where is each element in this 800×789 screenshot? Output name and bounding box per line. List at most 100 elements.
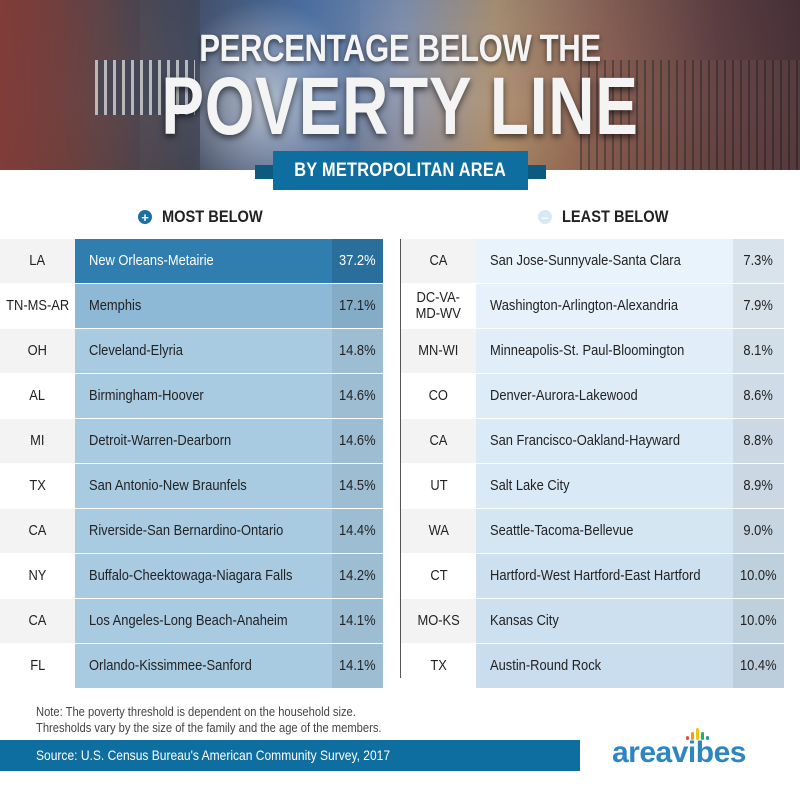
section-most-below-label: MOST BELOW <box>162 207 263 226</box>
minus-circle-icon: – <box>538 210 552 224</box>
state-cell: NY <box>0 554 75 598</box>
state-cell: CT <box>401 554 476 598</box>
percentage-value: 7.3% <box>743 252 774 270</box>
percentage-cell: 7.3% <box>733 239 784 283</box>
sky-decor <box>200 0 360 170</box>
state-cell: CA <box>0 509 75 553</box>
footnote-line-1: Note: The poverty threshold is dependent… <box>36 704 356 719</box>
area-cell: Riverside-San Bernardino-Ontario <box>75 509 332 553</box>
percentage-value: 17.1% <box>339 297 376 315</box>
section-most-below-heading: + MOST BELOW <box>138 206 279 228</box>
state-code: OH <box>27 342 48 360</box>
percentage-cell: 14.1% <box>332 644 383 688</box>
percentage-cell: 8.9% <box>733 464 784 508</box>
percentage-value: 8.9% <box>743 477 774 495</box>
column-divider <box>400 239 402 678</box>
percentage-value: 14.1% <box>339 612 376 630</box>
section-least-below-label: LEAST BELOW <box>562 207 669 226</box>
percentage-value: 10.4% <box>740 657 777 675</box>
area-cell: Memphis <box>75 284 332 328</box>
table-row: TX San Antonio-New Braunfels 14.5% <box>0 464 383 509</box>
table-row: CT Hartford-West Hartford-East Hartford 10… <box>401 554 784 599</box>
area-cell: Kansas City <box>476 599 733 643</box>
area-name: Hartford-West Hartford-East Hartford <box>490 567 701 585</box>
state-cell: TX <box>0 464 75 508</box>
state-code: TX <box>29 477 46 495</box>
area-name: San Antonio-New Braunfels <box>89 477 247 495</box>
area-cell: New Orleans-Metairie <box>75 239 332 283</box>
percentage-cell: 10.0% <box>733 554 784 598</box>
table-row: MO-KS Kansas City 10.0% <box>401 599 784 644</box>
state-code: CA <box>429 432 448 450</box>
least-below-table: CA San Jose-Sunnyvale-Santa Clara 7.3% DC-V… <box>401 239 784 688</box>
area-name: Birmingham-Hoover <box>89 387 204 405</box>
percentage-cell: 14.6% <box>332 374 383 418</box>
area-cell: San Antonio-New Braunfels <box>75 464 332 508</box>
percentage-cell: 14.6% <box>332 419 383 463</box>
percentage-value: 14.5% <box>339 477 376 495</box>
balcony-left-decor <box>95 60 195 115</box>
area-cell: Salt Lake City <box>476 464 733 508</box>
percentage-cell: 9.0% <box>733 509 784 553</box>
area-name: San Francisco-Oakland-Hayward <box>490 432 680 450</box>
table-row: UT Salt Lake City 8.9% <box>401 464 784 509</box>
area-name: Memphis <box>89 297 142 315</box>
percentage-cell: 14.8% <box>332 329 383 373</box>
state-code: CA <box>429 252 448 270</box>
state-code: CA <box>28 612 47 630</box>
logo-signal-bars-icon <box>686 728 709 740</box>
areavibes-logo: areavibes <box>612 728 772 772</box>
footnote-line-2: Thresholds vary by the size of the famil… <box>36 720 382 735</box>
percentage-value: 8.1% <box>743 342 774 360</box>
state-code: CA <box>28 522 47 540</box>
area-cell: San Jose-Sunnyvale-Santa Clara <box>476 239 733 283</box>
state-cell: MO-KS <box>401 599 476 643</box>
table-row: WA Seattle-Tacoma-Bellevue 9.0% <box>401 509 784 554</box>
plus-circle-icon: + <box>138 210 152 224</box>
state-code: MN-WI <box>418 342 459 360</box>
percentage-value: 14.4% <box>339 522 376 540</box>
state-code: MO-KS <box>417 612 460 630</box>
table-row: CA Los Angeles-Long Beach-Anaheim 14.1% <box>0 599 383 644</box>
state-cell: CA <box>401 239 476 283</box>
state-cell: MI <box>0 419 75 463</box>
title-line-1: PERCENTAGE BELOW THE <box>199 28 601 70</box>
area-cell: Seattle-Tacoma-Bellevue <box>476 509 733 553</box>
area-name: Cleveland-Elyria <box>89 342 183 360</box>
percentage-cell: 10.0% <box>733 599 784 643</box>
area-name: Salt Lake City <box>490 477 570 495</box>
banner-tab-left <box>255 165 275 179</box>
percentage-value: 37.2% <box>339 252 376 270</box>
state-cell: MN-WI <box>401 329 476 373</box>
table-row: OH Cleveland-Elyria 14.8% <box>0 329 383 374</box>
state-code: TX <box>430 657 447 675</box>
state-code: DC-VA- MD-WV <box>415 289 462 322</box>
state-cell: FL <box>0 644 75 688</box>
title-line-2: POVERTY LINE <box>161 61 639 152</box>
table-row: AL Birmingham-Hoover 14.6% <box>0 374 383 419</box>
area-cell: Austin-Round Rock <box>476 644 733 688</box>
area-cell: Washington-Arlington-Alexandria <box>476 284 733 328</box>
area-cell: Orlando-Kissimmee-Sanford <box>75 644 332 688</box>
area-cell: Hartford-West Hartford-East Hartford <box>476 554 733 598</box>
percentage-cell: 10.4% <box>733 644 784 688</box>
table-row: CA Riverside-San Bernardino-Ontario 14.4% <box>0 509 383 554</box>
area-cell: Buffalo-Cheektowaga-Niagara Falls <box>75 554 332 598</box>
table-row: TN-MS-AR Memphis 17.1% <box>0 284 383 329</box>
table-row: DC-VA- MD-WV Washington-Arlington-Alexand… <box>401 284 784 329</box>
state-cell: LA <box>0 239 75 283</box>
area-name: Seattle-Tacoma-Bellevue <box>490 522 634 540</box>
percentage-value: 10.0% <box>740 612 777 630</box>
most-below-table: LA New Orleans-Metairie 37.2% TN-MS-AR Memph… <box>0 239 383 688</box>
state-cell: AL <box>0 374 75 418</box>
state-code: NY <box>28 567 47 585</box>
percentage-value: 7.9% <box>743 297 774 315</box>
section-least-below-heading: – LEAST BELOW <box>538 206 686 228</box>
percentage-cell: 8.8% <box>733 419 784 463</box>
area-name: Orlando-Kissimmee-Sanford <box>89 657 252 675</box>
percentage-value: 14.6% <box>339 387 376 405</box>
area-name: San Jose-Sunnyvale-Santa Clara <box>490 252 681 270</box>
balcony-right-decor <box>580 60 800 170</box>
area-cell: Denver-Aurora-Lakewood <box>476 374 733 418</box>
source-bar: Source: U.S. Census Bureau's American Co… <box>0 740 580 771</box>
